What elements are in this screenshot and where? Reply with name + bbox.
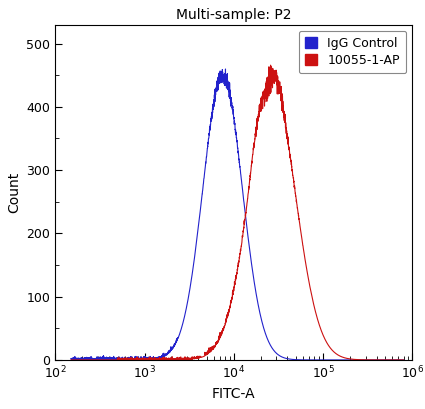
Y-axis label: Count: Count [7, 172, 21, 213]
Legend: IgG Control, 10055-1-AP: IgG Control, 10055-1-AP [298, 31, 406, 73]
Title: Multi-sample: P2: Multi-sample: P2 [176, 8, 292, 22]
X-axis label: FITC-A: FITC-A [212, 387, 255, 401]
